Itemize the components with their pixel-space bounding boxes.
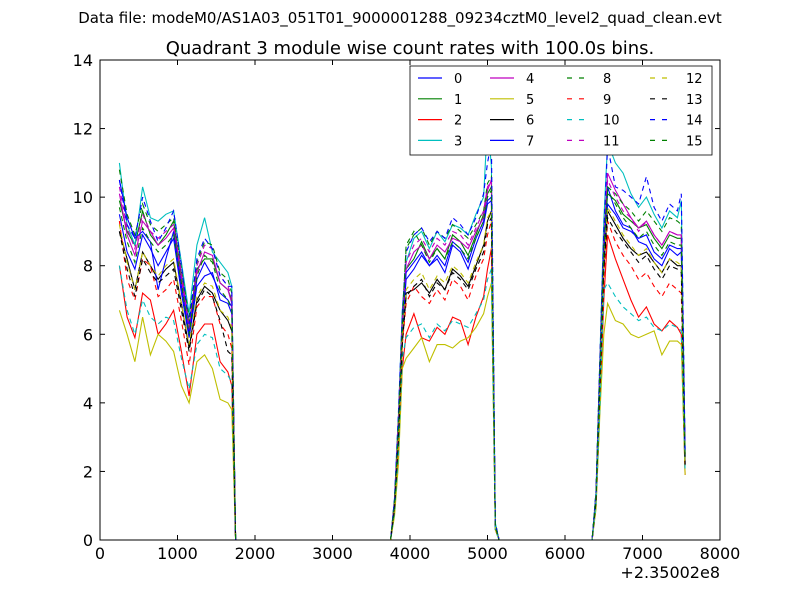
legend-label-10: 10 [603, 114, 620, 129]
x-tick-label: 4000 [390, 544, 431, 563]
y-tick-label: 2 [83, 462, 93, 481]
legend-label-13: 13 [686, 93, 703, 108]
legend-label-5: 5 [526, 93, 534, 108]
series-line-15 [118, 188, 686, 540]
legend-label-4: 4 [526, 72, 534, 87]
x-tick-label: 2000 [235, 544, 276, 563]
legend-label-7: 7 [526, 134, 534, 149]
legend-label-1: 1 [454, 93, 462, 108]
series-layer [118, 121, 686, 540]
y-tick-label: 0 [83, 531, 93, 550]
legend-box [409, 65, 713, 156]
legend-label-11: 11 [603, 134, 620, 149]
y-tick-label: 4 [83, 394, 93, 413]
y-tick-label: 6 [83, 325, 93, 344]
legend-label-15: 15 [686, 134, 703, 149]
legend-label-0: 0 [454, 72, 462, 87]
ticks-layer: 0 1000 2000 3000 4000 5000 6000 7000 80000246810… [73, 51, 741, 563]
y-tick-label: 8 [83, 257, 93, 276]
x-offset-label: +2.35002e8 [620, 563, 720, 582]
x-tick-label: 1000 [157, 544, 198, 563]
y-tick-label: 12 [73, 120, 93, 139]
legend-label-9: 9 [603, 93, 611, 108]
legend-label-3: 3 [454, 134, 462, 149]
y-tick-label: 14 [73, 51, 93, 70]
x-tick-label: 7000 [622, 544, 663, 563]
x-tick-label: 6000 [545, 544, 586, 563]
x-tick-label: 8000 [700, 544, 741, 563]
y-tick-label: 10 [73, 188, 93, 207]
legend-label-8: 8 [603, 72, 611, 87]
x-tick-label: 0 [95, 544, 105, 563]
x-tick-label: 3000 [312, 544, 353, 563]
series-line-7 [118, 179, 686, 540]
legend-label-12: 12 [686, 72, 703, 87]
legend-label-6: 6 [526, 114, 534, 129]
legend-label-14: 14 [686, 114, 703, 129]
suptitle: Data file: modeM0/AS1A03_051T01_90000012… [78, 9, 722, 28]
legend-label-2: 2 [454, 114, 462, 129]
chart-title: Quadrant 3 module wise count rates with … [166, 38, 655, 59]
x-tick-label: 5000 [467, 544, 508, 563]
